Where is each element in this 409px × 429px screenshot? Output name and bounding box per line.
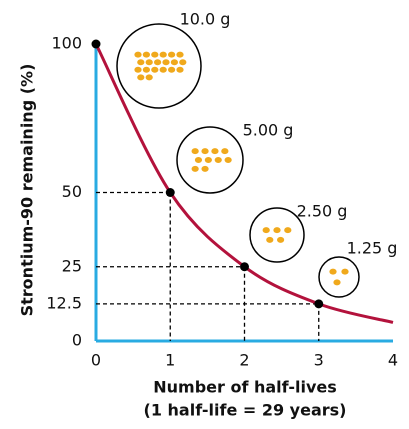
sample-mass-label: 10.0 g <box>180 10 231 29</box>
sample-atom <box>159 66 167 73</box>
sample-atom <box>194 157 203 163</box>
sample-atom <box>142 66 150 73</box>
sample-atom <box>191 165 199 172</box>
y-tick-label: 100 <box>51 34 82 53</box>
sample-circle <box>249 207 305 263</box>
sample-atom <box>284 227 292 234</box>
sample-circle <box>116 23 202 109</box>
sample-atom <box>201 148 209 155</box>
sample-atom <box>221 148 229 155</box>
x-axis-note: (1 half-life = 29 years) <box>144 401 347 420</box>
sample-atom <box>159 51 167 58</box>
sample-atom <box>162 59 170 66</box>
sample-atom <box>151 51 159 58</box>
sample-atom <box>262 227 270 234</box>
x-axis-label: Number of half-lives <box>153 378 337 397</box>
sample-atom <box>134 66 142 73</box>
sample-atom <box>168 51 176 58</box>
point-marker <box>91 39 101 49</box>
sample-atom <box>145 59 153 66</box>
sample-atom <box>176 51 184 58</box>
y-axis-label: Strontium-90 remaining (%) <box>18 64 37 317</box>
sample-atom <box>176 66 184 73</box>
x-tick-label: 1 <box>165 351 175 370</box>
y-tick-label: 50 <box>62 182 82 201</box>
sample-atom <box>191 148 199 155</box>
sample-atom <box>179 59 187 66</box>
sample-atom <box>211 148 219 155</box>
sample-atom <box>329 268 337 275</box>
y-tick-label: 12.5 <box>46 293 82 312</box>
sample-atom <box>277 236 285 243</box>
y-tick-label: 0 <box>72 331 82 350</box>
point-marker <box>165 188 175 197</box>
sample-atom <box>201 165 209 172</box>
y-tick-label: 25 <box>62 256 82 275</box>
sample-atom <box>170 59 178 66</box>
x-tick-label: 4 <box>388 351 398 370</box>
sample-atom <box>266 236 274 243</box>
sample-mass-label: 2.50 g <box>297 202 348 221</box>
sample-atom <box>154 59 162 66</box>
sample-mass-label: 1.25 g <box>347 239 398 258</box>
point-marker <box>314 299 324 309</box>
sample-atom <box>151 66 159 73</box>
sample-atom <box>341 268 349 275</box>
sample-atom <box>137 59 145 66</box>
x-tick-label: 2 <box>239 351 249 370</box>
sample-atom <box>333 279 341 286</box>
sample-atom <box>273 227 281 234</box>
sample-atom <box>137 74 145 81</box>
sample-atom <box>145 74 153 81</box>
x-tick-label: 0 <box>91 351 101 370</box>
sample-mass-label: 5.00 g <box>243 121 294 140</box>
sample-atom <box>214 157 222 163</box>
point-marker <box>240 262 249 272</box>
sample-atom <box>168 66 176 73</box>
sample-atom <box>204 157 212 163</box>
sample-atom <box>224 157 232 163</box>
x-tick-label: 3 <box>314 351 324 370</box>
decay-curve <box>94 43 394 324</box>
sample-circle <box>318 256 360 298</box>
sample-atom <box>142 51 150 58</box>
sample-atom <box>134 51 142 58</box>
